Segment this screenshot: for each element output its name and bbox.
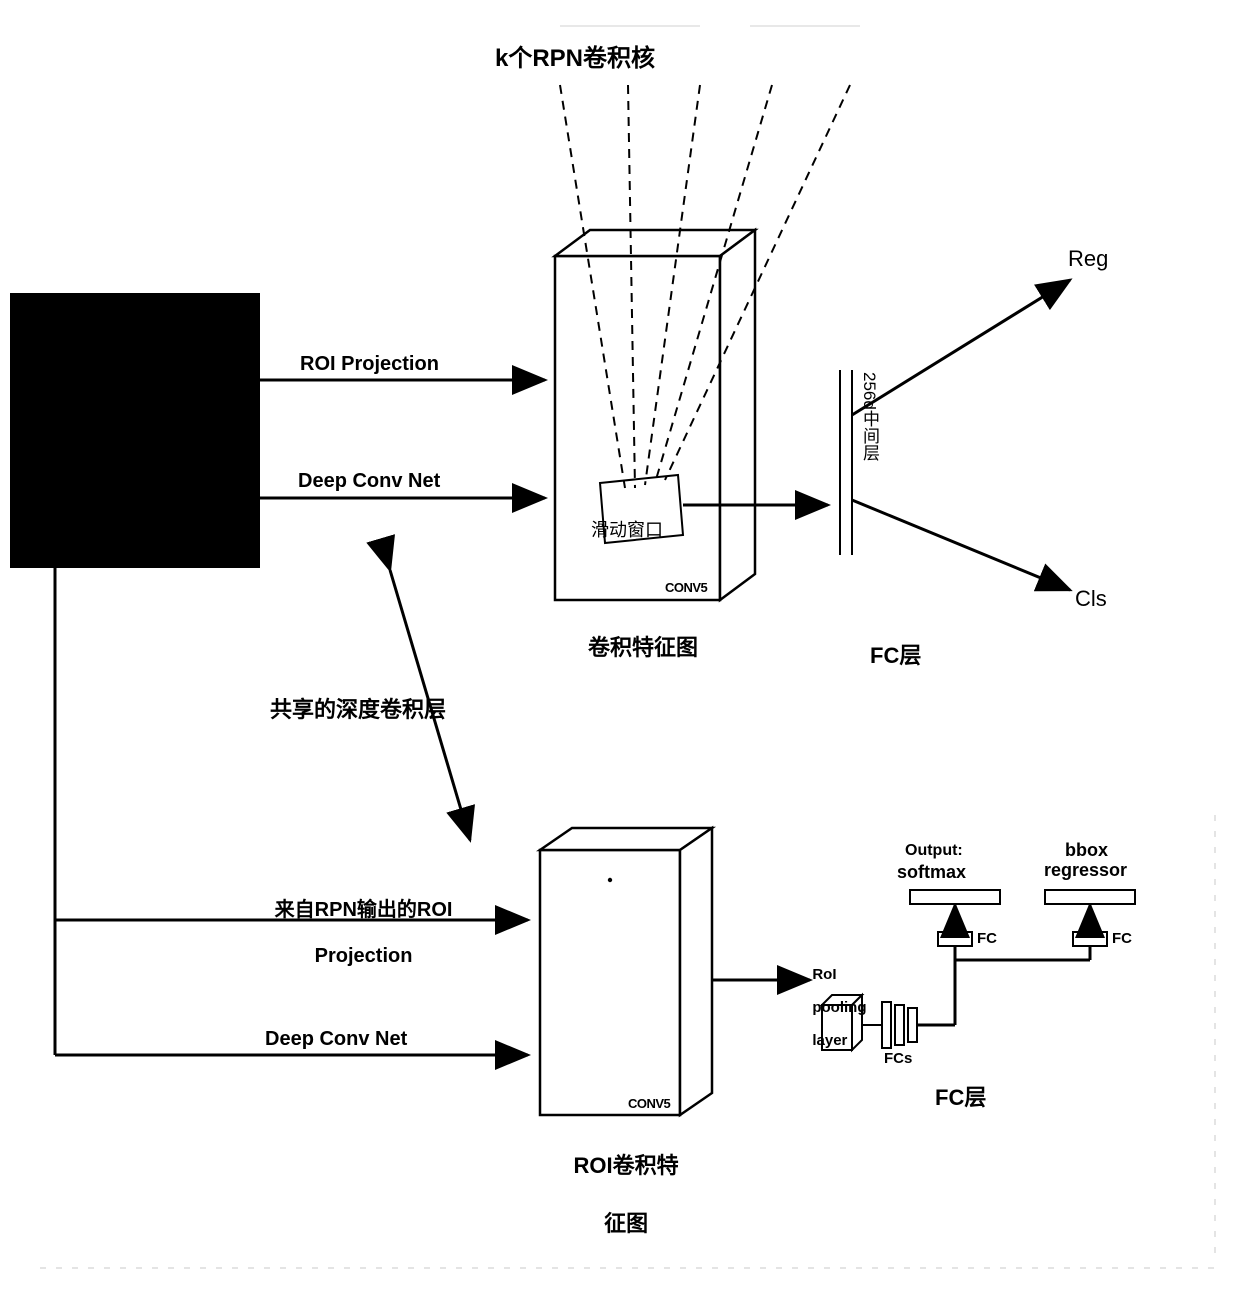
cls-arrow: [852, 500, 1070, 590]
fc-layer-label-top: FC层: [870, 638, 921, 670]
roi-conv-feat-line2: 征图: [604, 1211, 648, 1236]
fc-layer-label-bottom: FC层: [935, 1080, 986, 1112]
deep-conv-net-label2: Deep Conv Net: [265, 1028, 407, 1051]
regressor-label: regressor: [1044, 860, 1127, 881]
conv5-label-top: CONV5: [665, 580, 707, 595]
k-rpn-kernels-title: k个RPN卷积核: [495, 38, 655, 73]
deep-conv-net-label: Deep Conv Net: [298, 470, 440, 493]
roi-from-rpn-line1: 来自RPN输出的ROI: [275, 899, 453, 921]
output-label: Output:: [905, 842, 963, 860]
fc-small-left: FC: [977, 930, 997, 947]
roi-conv-map-right: [680, 828, 712, 1115]
roi-conv-feat-line1: ROI卷积特: [574, 1153, 679, 1178]
roi-from-rpn-label: 来自RPN输出的ROI Projection: [228, 870, 488, 968]
roi-from-rpn-line2: Projection: [315, 945, 413, 967]
roi-pooling-line2: pooling: [812, 999, 866, 1016]
roi-projection-label: ROI Projection: [300, 353, 439, 376]
conv-feature-map-front: [555, 256, 720, 600]
roi-pooling-label: RoI pooling layer: [804, 950, 867, 1049]
bbox-label: bbox: [1065, 840, 1108, 861]
conv-feature-map-label: 卷积特征图: [588, 630, 698, 662]
cls-label: Cls: [1075, 586, 1107, 612]
roi-pooling-line3: layer: [812, 1032, 847, 1049]
reg-arrow: [852, 280, 1070, 415]
roi-pooling-line1: RoI: [812, 966, 836, 983]
conv5-label-bottom: CONV5: [628, 1096, 670, 1111]
roi-conv-map-front: [540, 850, 680, 1115]
fc-small-right: FC: [1112, 930, 1132, 947]
diagram-canvas: k个RPN卷积核 ROI Projection Deep Conv Net 滑动…: [0, 0, 1240, 1302]
input-image-box: [10, 293, 260, 568]
conv-feature-map-right: [720, 230, 755, 600]
reg-label: Reg: [1068, 246, 1108, 272]
intermediate-layer-label: 256d中间层: [857, 372, 882, 461]
shared-conv-label: 共享的深度卷积层: [270, 692, 446, 724]
fcs-label: FCs: [884, 1050, 912, 1067]
sliding-window-label: 滑动窗口: [591, 516, 663, 542]
fcs-stack: [882, 1002, 917, 1048]
roi-conv-feature-label: ROI卷积特 征图: [555, 1122, 685, 1238]
softmax-label: softmax: [897, 862, 966, 883]
